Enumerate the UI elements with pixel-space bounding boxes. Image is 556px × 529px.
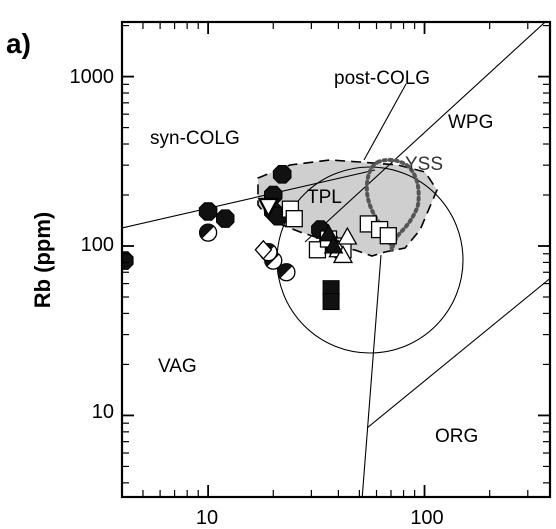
boundary-vag-org (361, 254, 382, 497)
plot-frame (120, 20, 552, 499)
half-filled-circle-point (198, 223, 218, 242)
open-triangle-point (332, 245, 354, 264)
inverted-triangle-point (257, 197, 280, 219)
filled-square-point (322, 293, 340, 311)
panel-label: a) (6, 28, 31, 59)
open-diamond-point (254, 239, 273, 260)
region-tpl: TPL (307, 187, 342, 208)
y-axis-title: Rb (ppm) (30, 212, 55, 309)
x-tick-label-100: 100 (410, 507, 443, 529)
open-square-point (285, 210, 303, 228)
y-tick-label-1000: 1000 (70, 66, 115, 88)
y-tick-label-10: 10 (92, 401, 114, 423)
half-circle-fill (277, 263, 293, 279)
y-tick-label-100: 100 (81, 234, 114, 256)
region-org: ORG (435, 426, 478, 447)
filled-triangle-point (323, 235, 344, 254)
axis-ticks (121, 22, 550, 497)
region-wpg: WPG (448, 112, 493, 133)
region-syn-colg: syn-COLG (150, 128, 240, 149)
boundary-wpg-org (366, 277, 550, 429)
region-vag: VAG (158, 356, 197, 377)
filled-octagon-point (272, 165, 292, 184)
data-markers (122, 165, 397, 311)
post-colg-leader (363, 83, 407, 161)
half-circle-fill (199, 224, 215, 239)
boundary-syn-wpg (304, 22, 546, 243)
half-filled-circle-point (277, 263, 296, 282)
filled-octagon-point (216, 209, 235, 228)
open-triangle-point (337, 226, 358, 245)
x-tick-label-10: 10 (196, 507, 218, 529)
region-yss: YSS (405, 154, 443, 175)
boundary-syn-vag (122, 169, 376, 229)
filled-octagon-point (122, 251, 134, 270)
open-square-point (379, 227, 397, 245)
filled-octagon-point (198, 202, 218, 221)
region-post-colg: post-COLG (334, 68, 430, 89)
filled-triangle-point (318, 223, 339, 242)
